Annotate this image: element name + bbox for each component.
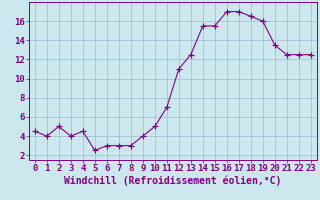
X-axis label: Windchill (Refroidissement éolien,°C): Windchill (Refroidissement éolien,°C): [64, 176, 282, 186]
